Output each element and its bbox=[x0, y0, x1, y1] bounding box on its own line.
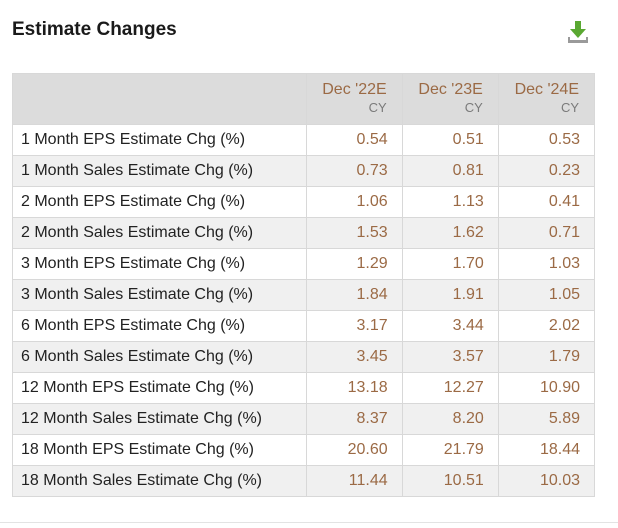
row-label: 18 Month Sales Estimate Chg (%) bbox=[12, 465, 307, 497]
cell-value: 1.06 bbox=[305, 186, 403, 218]
column-period: Dec '22E bbox=[322, 81, 387, 98]
cell-value: 3.44 bbox=[401, 310, 499, 342]
cell-value: 3.57 bbox=[401, 341, 499, 373]
row-label: 12 Month Sales Estimate Chg (%) bbox=[12, 403, 307, 435]
cell-value: 5.89 bbox=[497, 403, 596, 435]
cell-value: 10.51 bbox=[401, 465, 499, 497]
cell-value: 0.71 bbox=[497, 217, 596, 249]
cell-value: 1.70 bbox=[401, 248, 499, 280]
table-row: 1 Month EPS Estimate Chg (%) 0.54 0.51 0… bbox=[12, 124, 596, 156]
download-icon[interactable] bbox=[566, 20, 590, 46]
cell-value: 0.41 bbox=[497, 186, 596, 218]
cell-value: 21.79 bbox=[401, 434, 499, 466]
cell-value: 18.44 bbox=[497, 434, 596, 466]
cell-value: 0.23 bbox=[497, 155, 596, 187]
cell-value: 13.18 bbox=[305, 372, 403, 404]
column-period: Dec '24E bbox=[514, 81, 579, 98]
column-basis: CY bbox=[368, 100, 387, 115]
cell-value: 1.79 bbox=[497, 341, 596, 373]
table-row: 3 Month EPS Estimate Chg (%) 1.29 1.70 1… bbox=[12, 248, 596, 280]
cell-value: 0.53 bbox=[497, 124, 596, 156]
table-row: 2 Month Sales Estimate Chg (%) 1.53 1.62… bbox=[12, 217, 596, 249]
column-basis: CY bbox=[560, 100, 579, 115]
cell-value: 11.44 bbox=[305, 465, 403, 497]
table-row: 6 Month Sales Estimate Chg (%) 3.45 3.57… bbox=[12, 341, 596, 373]
column-basis: CY bbox=[464, 100, 483, 115]
cell-value: 1.62 bbox=[401, 217, 499, 249]
cell-value: 0.73 bbox=[305, 155, 403, 187]
cell-value: 0.81 bbox=[401, 155, 499, 187]
column-period: Dec '23E bbox=[418, 81, 483, 98]
cell-value: 1.53 bbox=[305, 217, 403, 249]
cell-value: 10.90 bbox=[497, 372, 596, 404]
table-row: 6 Month EPS Estimate Chg (%) 3.17 3.44 2… bbox=[12, 310, 596, 342]
cell-value: 0.51 bbox=[401, 124, 499, 156]
row-label: 2 Month EPS Estimate Chg (%) bbox=[12, 186, 307, 218]
table-header-row: Dec '22E CY Dec '23E CY Dec '24E CY bbox=[12, 73, 596, 125]
row-label: 18 Month EPS Estimate Chg (%) bbox=[12, 434, 307, 466]
row-label: 6 Month Sales Estimate Chg (%) bbox=[12, 341, 307, 373]
table-row: 12 Month Sales Estimate Chg (%) 8.37 8.2… bbox=[12, 403, 596, 435]
table-row: 18 Month EPS Estimate Chg (%) 20.60 21.7… bbox=[12, 434, 596, 466]
cell-value: 1.29 bbox=[305, 248, 403, 280]
table-row: 12 Month EPS Estimate Chg (%) 13.18 12.2… bbox=[12, 372, 596, 404]
table-row: 1 Month Sales Estimate Chg (%) 0.73 0.81… bbox=[12, 155, 596, 187]
row-label: 12 Month EPS Estimate Chg (%) bbox=[12, 372, 307, 404]
cell-value: 0.54 bbox=[305, 124, 403, 156]
header-corner bbox=[12, 73, 307, 125]
cell-value: 1.05 bbox=[497, 279, 596, 311]
row-label: 2 Month Sales Estimate Chg (%) bbox=[12, 217, 307, 249]
row-label: 6 Month EPS Estimate Chg (%) bbox=[12, 310, 307, 342]
cell-value: 12.27 bbox=[401, 372, 499, 404]
column-header-dec-24: Dec '24E CY bbox=[497, 73, 596, 125]
table-row: 2 Month EPS Estimate Chg (%) 1.06 1.13 0… bbox=[12, 186, 596, 218]
table-row: 18 Month Sales Estimate Chg (%) 11.44 10… bbox=[12, 465, 596, 497]
bottom-divider bbox=[0, 522, 618, 523]
cell-value: 8.20 bbox=[401, 403, 499, 435]
column-header-dec-22: Dec '22E CY bbox=[305, 73, 403, 125]
row-label: 3 Month EPS Estimate Chg (%) bbox=[12, 248, 307, 280]
cell-value: 1.13 bbox=[401, 186, 499, 218]
cell-value: 20.60 bbox=[305, 434, 403, 466]
column-header-dec-23: Dec '23E CY bbox=[401, 73, 499, 125]
table-row: 3 Month Sales Estimate Chg (%) 1.84 1.91… bbox=[12, 279, 596, 311]
cell-value: 1.03 bbox=[497, 248, 596, 280]
cell-value: 1.91 bbox=[401, 279, 499, 311]
estimate-changes-table: Dec '22E CY Dec '23E CY Dec '24E CY 1 Mo… bbox=[12, 73, 596, 497]
cell-value: 1.84 bbox=[305, 279, 403, 311]
cell-value: 3.45 bbox=[305, 341, 403, 373]
row-label: 1 Month Sales Estimate Chg (%) bbox=[12, 155, 307, 187]
cell-value: 8.37 bbox=[305, 403, 403, 435]
widget-title: Estimate Changes bbox=[12, 19, 177, 40]
cell-value: 3.17 bbox=[305, 310, 403, 342]
row-label: 3 Month Sales Estimate Chg (%) bbox=[12, 279, 307, 311]
cell-value: 2.02 bbox=[497, 310, 596, 342]
cell-value: 10.03 bbox=[497, 465, 596, 497]
row-label: 1 Month EPS Estimate Chg (%) bbox=[12, 124, 307, 156]
